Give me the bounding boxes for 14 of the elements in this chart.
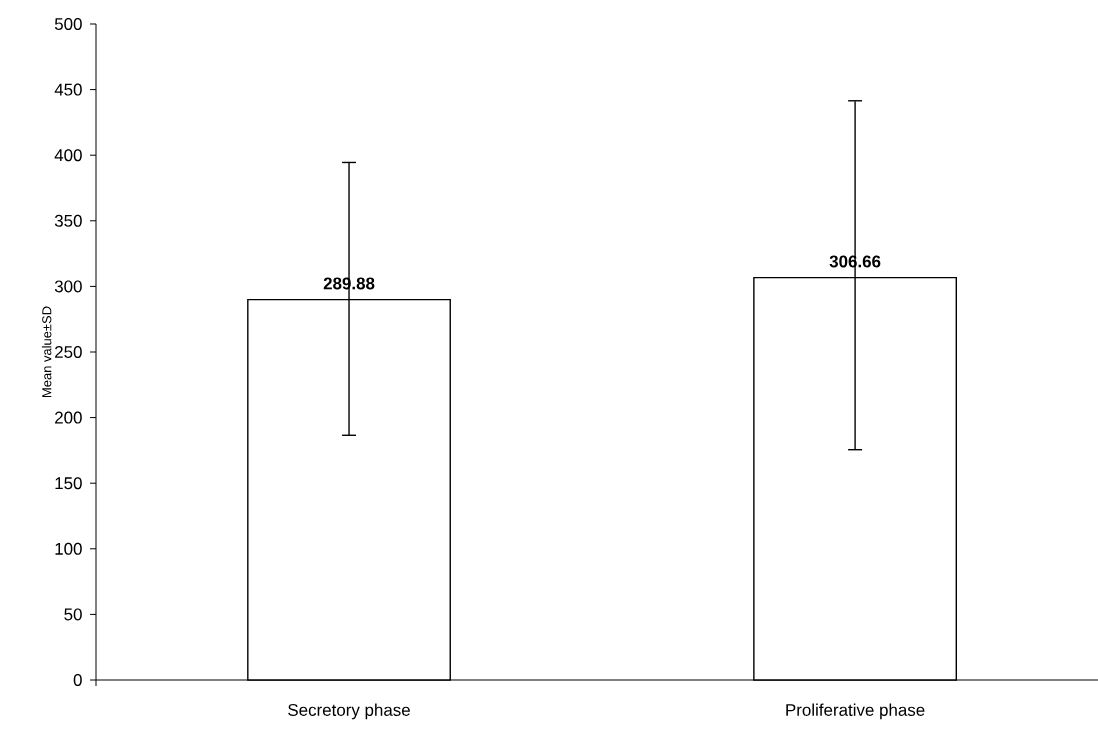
y-axis-title: Mean value±SD	[41, 306, 52, 397]
y-tick-label: 400	[54, 149, 82, 162]
y-tick-label: 50	[64, 608, 82, 621]
y-tick-label: 250	[55, 346, 82, 358]
y-tick-label: 450	[54, 83, 82, 96]
y-tick-label: 500	[54, 18, 82, 30]
y-tick-label: 100	[55, 542, 82, 555]
x-tick-label: Secretory phase	[288, 703, 410, 720]
x-tick-label: Proliferative phase	[786, 703, 925, 720]
y-tick-label: 150	[55, 477, 82, 490]
y-tick-label: 350	[54, 214, 82, 227]
y-tick-label: 300	[54, 280, 82, 293]
y-tick-label: 0	[73, 674, 82, 686]
y-tick-label: 200	[55, 411, 82, 424]
